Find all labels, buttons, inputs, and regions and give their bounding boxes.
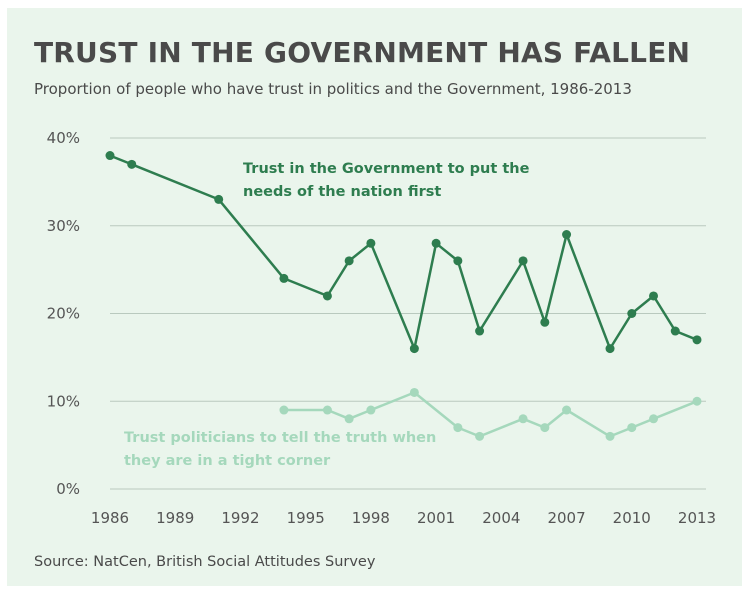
data-point-government — [431, 238, 441, 248]
data-point-government — [279, 273, 289, 283]
chart-subtitle: Proportion of people who have trust in p… — [34, 80, 632, 98]
y-tick-label: 20% — [47, 305, 80, 323]
data-point-politicians — [409, 387, 419, 397]
y-axis-ticks: 0% 10% 20% 30% 40% — [47, 129, 80, 498]
data-point-politicians — [692, 396, 702, 406]
data-point-government — [366, 238, 376, 248]
data-point-government — [453, 256, 463, 266]
data-point-government — [562, 230, 572, 240]
x-tick-label: 2004 — [482, 509, 520, 527]
x-tick-label: 1995 — [287, 509, 325, 527]
data-point-government — [518, 256, 528, 266]
data-point-politicians — [453, 423, 463, 433]
data-point-politicians — [475, 431, 485, 441]
data-point-government — [322, 291, 332, 301]
x-tick-label: 2007 — [547, 509, 585, 527]
data-point-politicians — [322, 405, 332, 415]
series-label-dark-line-2: needs of the nation first — [243, 184, 441, 200]
data-point-government — [105, 151, 115, 161]
data-point-politicians — [627, 423, 637, 433]
series-annotations: Trust in the Government to put the needs… — [124, 161, 530, 469]
series-group — [105, 151, 702, 441]
y-tick-label: 30% — [47, 217, 80, 235]
y-tick-label: 40% — [47, 129, 80, 147]
source-note: Source: NatCen, British Social Attitudes… — [34, 554, 376, 570]
data-point-government — [692, 335, 702, 345]
x-tick-label: 2013 — [678, 509, 716, 527]
data-point-politicians — [649, 414, 659, 424]
data-point-politicians — [366, 405, 376, 415]
x-tick-label: 1992 — [221, 509, 259, 527]
data-point-government — [649, 291, 659, 301]
data-point-government — [127, 159, 137, 169]
data-point-politicians — [562, 405, 572, 415]
chart-panel — [7, 8, 742, 586]
x-axis-ticks: 1986 1989 1992 1995 1998 2001 2004 2007 2010 2013 — [91, 509, 716, 527]
data-point-government — [605, 344, 615, 354]
y-tick-label: 0% — [56, 480, 80, 498]
data-point-politicians — [279, 405, 289, 415]
series-label-light-line-2: they are in a tight corner — [124, 453, 331, 469]
data-point-government — [344, 256, 354, 266]
x-tick-label: 1998 — [352, 509, 390, 527]
data-point-government — [214, 194, 224, 204]
data-point-politicians — [344, 414, 354, 424]
data-point-politicians — [518, 414, 528, 424]
series-label-dark-line-1: Trust in the Government to put the — [243, 161, 530, 177]
series-label-light-line-1: Trust politicians to tell the truth when — [124, 430, 436, 446]
data-point-politicians — [540, 423, 550, 433]
chart-title: TRUST IN THE GOVERNMENT HAS FALLEN — [34, 36, 691, 69]
x-tick-label: 2010 — [613, 509, 651, 527]
y-tick-label: 10% — [47, 392, 80, 410]
gridlines — [110, 137, 706, 490]
data-point-government — [409, 344, 419, 354]
data-point-government — [540, 317, 550, 327]
x-tick-label: 1989 — [156, 509, 194, 527]
x-tick-label: 1986 — [91, 509, 129, 527]
data-point-government — [475, 326, 485, 336]
data-point-government — [670, 326, 680, 336]
data-point-government — [627, 309, 637, 318]
x-tick-label: 2001 — [417, 509, 455, 527]
data-point-politicians — [605, 431, 615, 441]
